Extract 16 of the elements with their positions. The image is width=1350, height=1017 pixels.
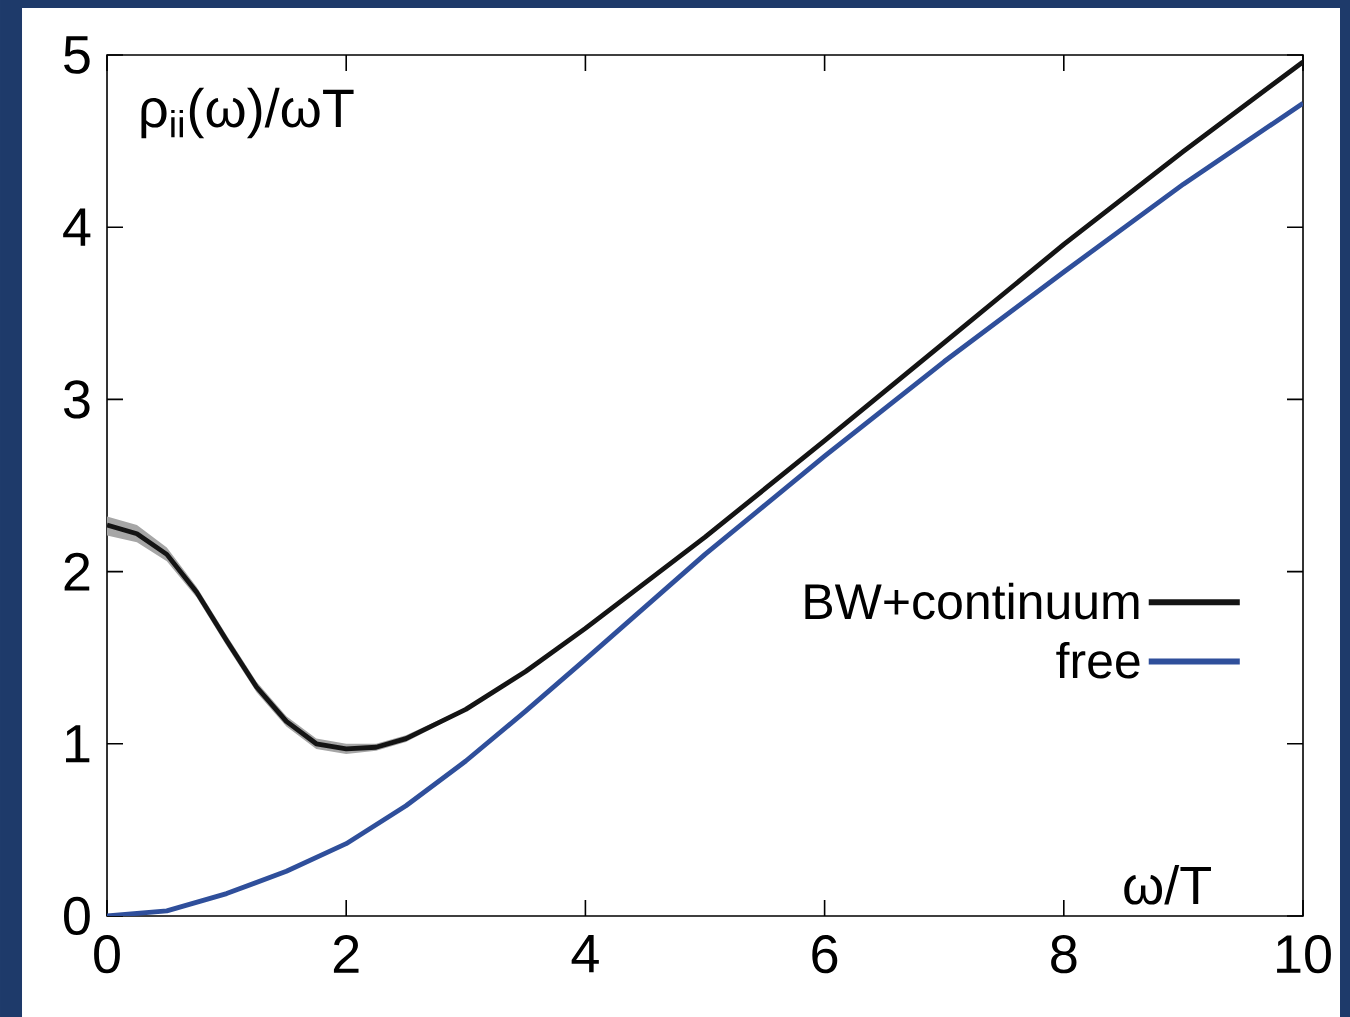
x-axis-title: ω/T [1124, 864, 1211, 905]
x-tick-label: 4 [571, 935, 599, 973]
y-tick-label: 0 [64, 896, 90, 936]
y-tick-label: 2 [64, 552, 90, 591]
x-tick-label: 2 [333, 935, 359, 973]
legend-label: free [1056, 641, 1140, 679]
y-tick-label: 5 [64, 36, 90, 74]
x-tick-label: 8 [1051, 935, 1077, 974]
y-axis-title: ρ$_{ii}$(ω)/ωT [141, 87, 354, 139]
y-tick-label: 1 [66, 725, 90, 763]
y-tick-label: 3 [63, 380, 90, 419]
legend-label: BW+continuum [805, 582, 1139, 620]
y-tick-label: 4 [63, 208, 91, 246]
x-tick-label: 6 [812, 935, 838, 974]
x-tick-label: 10 [1277, 935, 1331, 974]
x-tick-label: 0 [94, 935, 120, 974]
